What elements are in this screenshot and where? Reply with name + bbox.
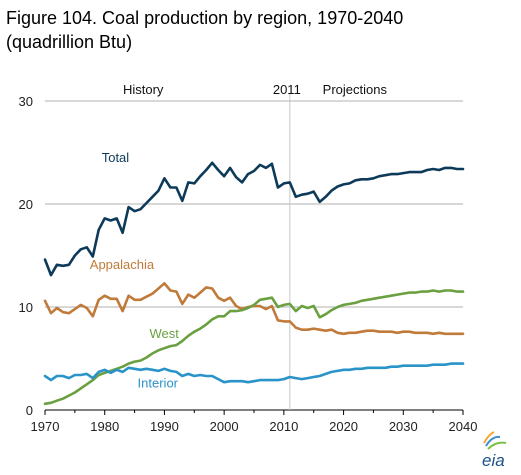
x-tick-label: 1970 [31,419,60,434]
title-line-1: Figure 104. Coal production by region, 1… [6,8,404,28]
series-line-appalachia [43,281,465,336]
x-tick-label: 2020 [329,419,358,434]
annotations: History 2011 Projections [123,82,388,410]
x-tick-label: 2030 [389,419,418,434]
series-label-appalachia: Appalachia [90,257,155,272]
x-tick-label: 2000 [210,419,239,434]
projections-label: Projections [323,82,388,97]
x-tick-label: 1990 [150,419,179,434]
title-line-2: (quadrillion Btu) [6,32,133,52]
y-tick-label: 0 [26,403,33,418]
series-label-total: Total [102,150,130,165]
eia-logo: eia [482,431,507,470]
series-line-total [43,161,465,277]
x-tick-label: 1980 [90,419,119,434]
logo-text: eia [482,451,505,470]
gridlines [45,100,463,308]
chart-title: Figure 104. Coal production by region, 1… [6,6,403,54]
logo-mark-icon [483,431,507,450]
y-tick-label: 10 [19,300,33,315]
series-label-interior: Interior [138,375,179,390]
divider-year-label: 2011 [273,82,301,97]
history-label: History [123,82,164,97]
y-tick-label: 20 [19,197,33,212]
series-label-west: West [150,326,180,341]
x-tick-label: 2010 [269,419,298,434]
series-line-interior [43,362,465,384]
y-tick-label: 30 [19,94,33,109]
x-tick-label: 2040 [449,419,478,434]
series-lines: Total Appalachia West Interior [43,150,465,406]
